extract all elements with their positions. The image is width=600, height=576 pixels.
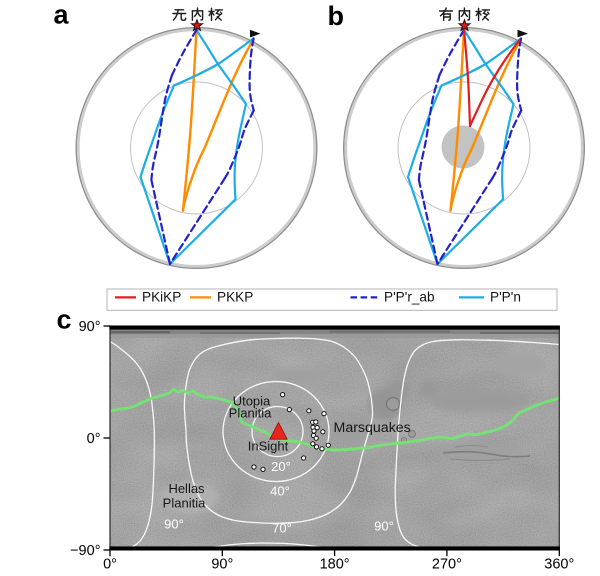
svg-text:Planitia: Planitia	[163, 495, 206, 510]
svg-text:270°: 270°	[432, 556, 462, 571]
svg-text:PKiKP: PKiKP	[142, 290, 181, 305]
svg-text:90°: 90°	[164, 517, 184, 532]
svg-text:20°: 20°	[271, 459, 291, 474]
svg-text:P'P'r_ab: P'P'r_ab	[384, 290, 435, 305]
svg-text:b: b	[328, 1, 345, 31]
svg-text:0°: 0°	[103, 556, 117, 571]
svg-text:Marsquakes: Marsquakes	[334, 420, 411, 436]
svg-text:90°: 90°	[211, 556, 233, 571]
svg-text:0°: 0°	[87, 431, 101, 447]
svg-text:P'P'n: P'P'n	[490, 290, 521, 305]
svg-text:PKKP: PKKP	[217, 290, 253, 305]
svg-text:Utopia: Utopia	[233, 394, 271, 409]
svg-text:a: a	[54, 0, 70, 30]
svg-text:180°: 180°	[320, 556, 350, 571]
svg-text:Planitia: Planitia	[229, 406, 272, 421]
svg-text:−90°: −90°	[70, 543, 100, 559]
svg-text:90°: 90°	[79, 319, 101, 335]
svg-text:70°: 70°	[272, 520, 292, 535]
svg-text:360°: 360°	[544, 556, 574, 571]
svg-text:c: c	[57, 304, 72, 334]
svg-text:40°: 40°	[270, 483, 290, 498]
svg-text:90°: 90°	[374, 518, 394, 533]
svg-text:InSight: InSight	[248, 438, 289, 453]
svg-text:Hellas: Hellas	[168, 481, 205, 496]
